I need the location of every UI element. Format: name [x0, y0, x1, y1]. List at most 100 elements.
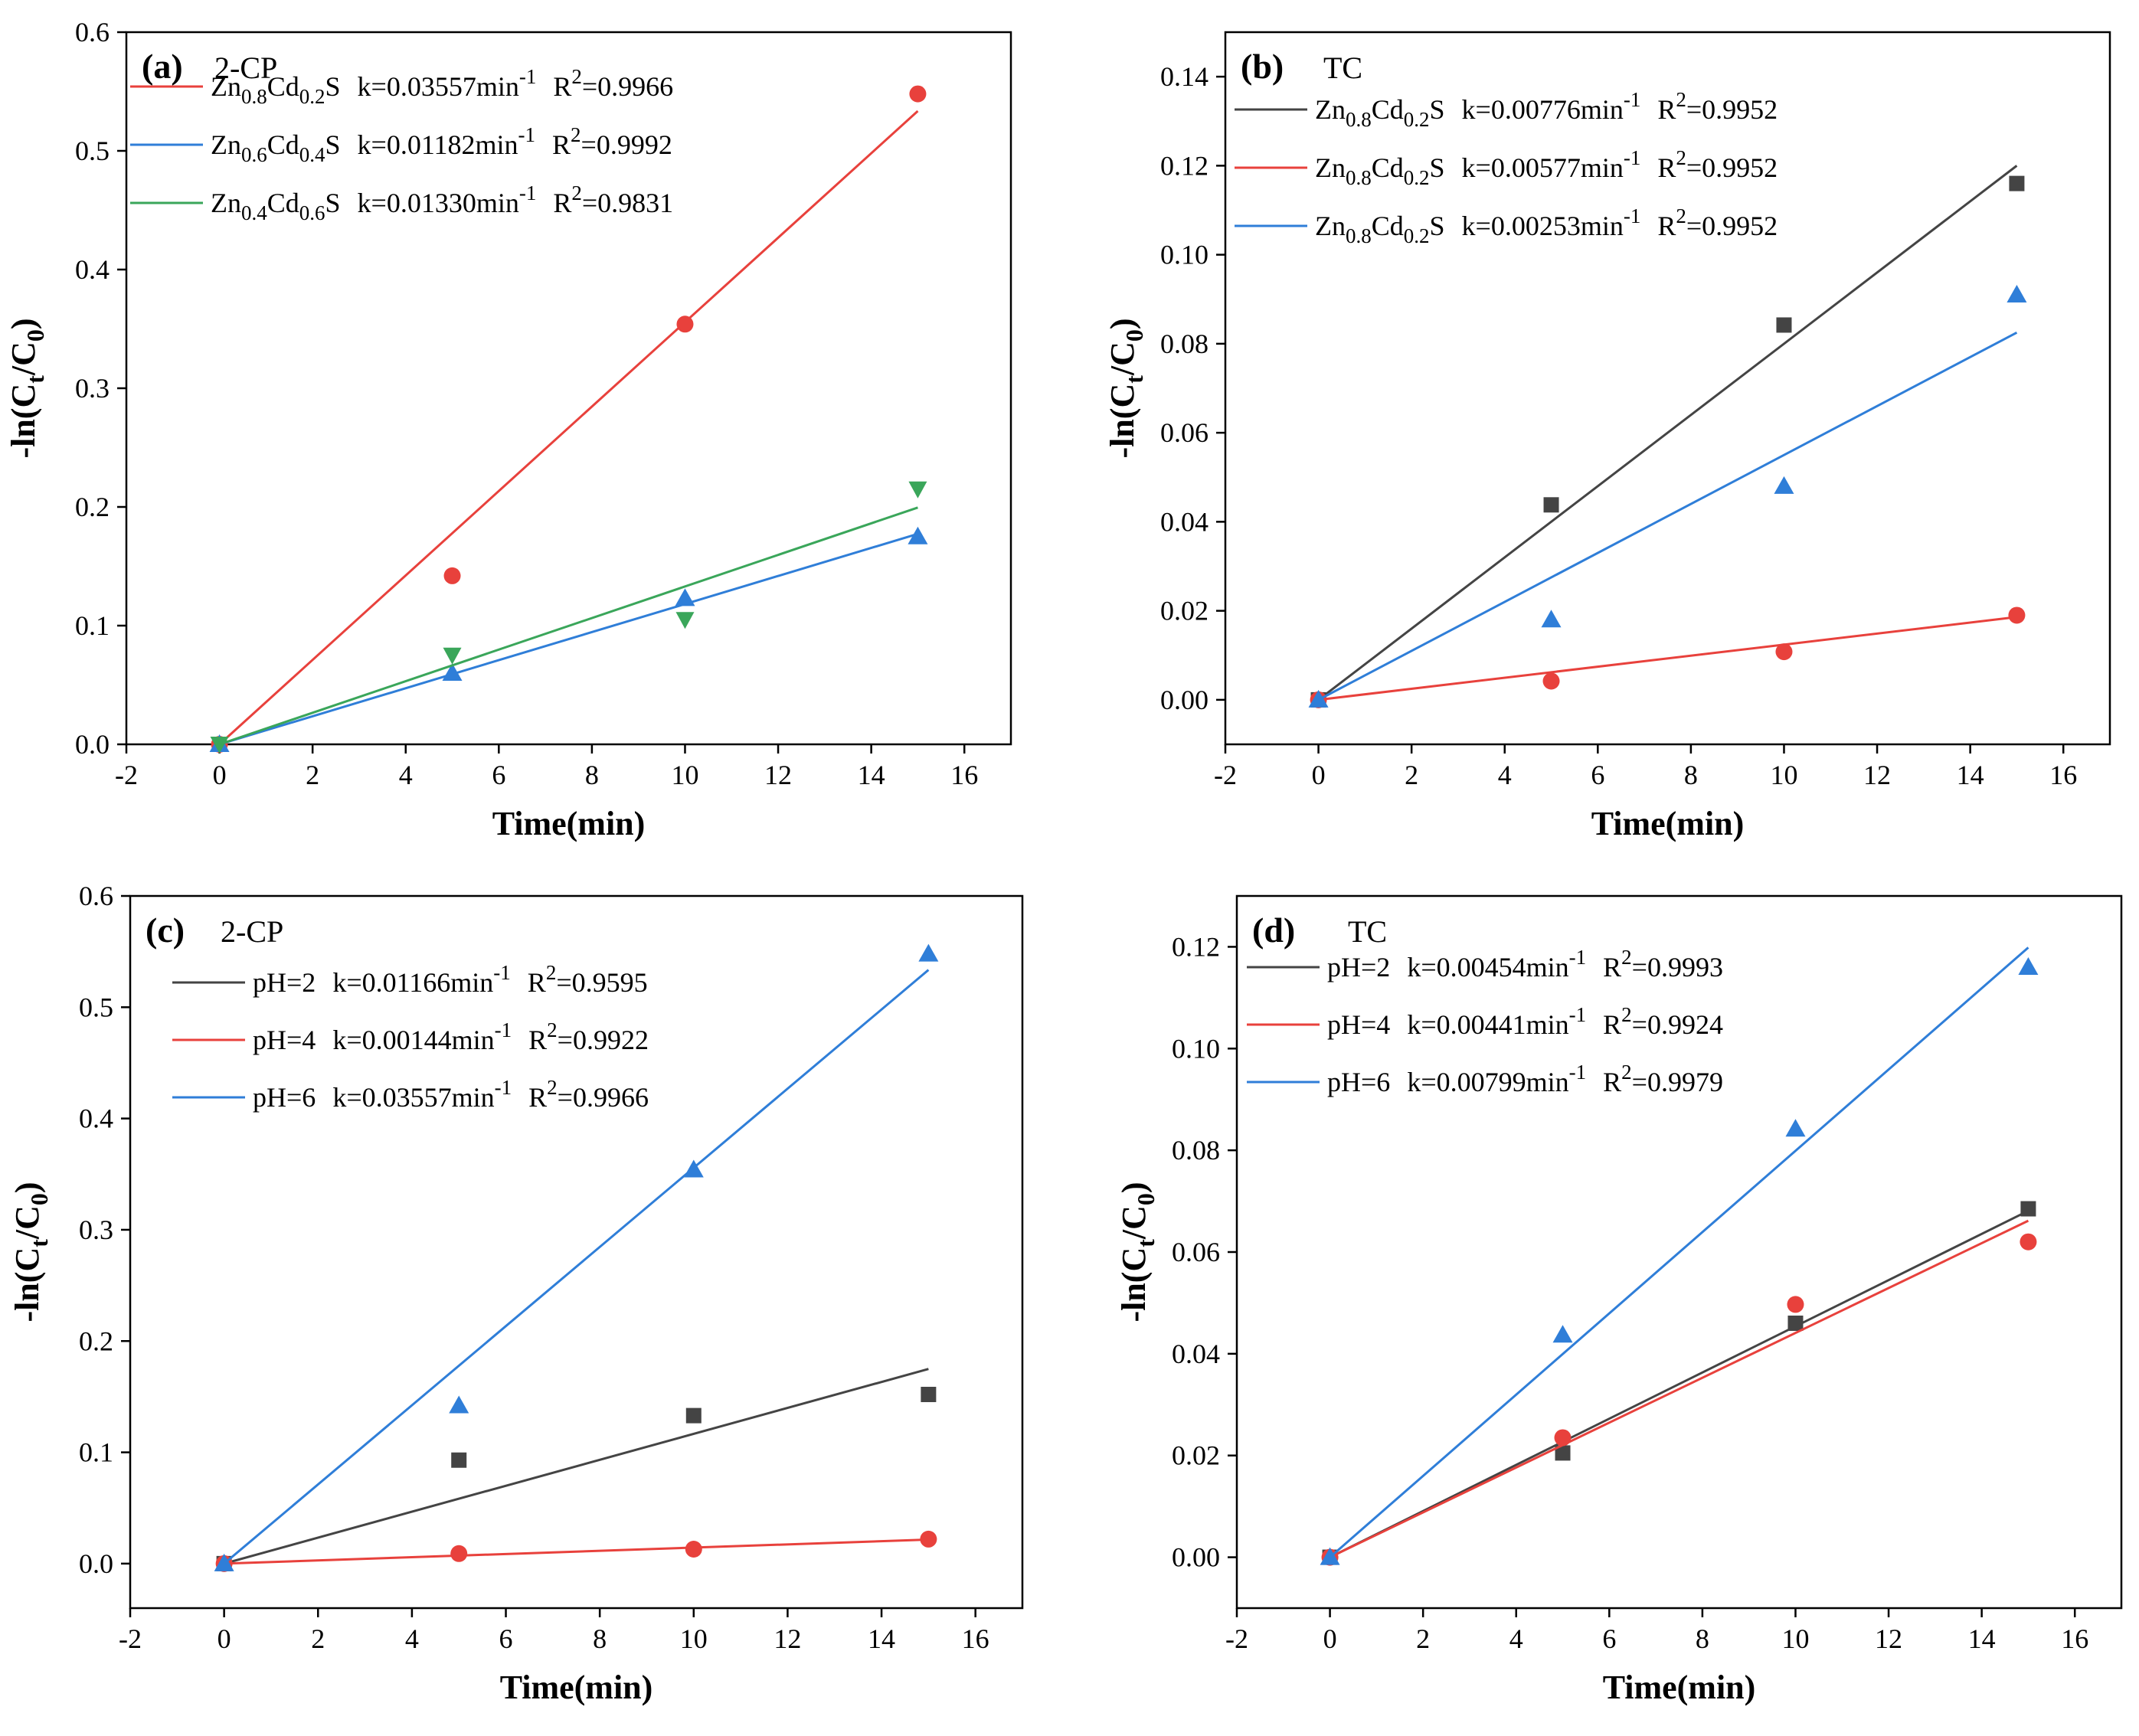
- fit-line: [1317, 332, 2018, 701]
- legend-text: Cd: [1372, 94, 1404, 125]
- legend-text: -1: [493, 961, 511, 984]
- legend-text: 2: [571, 65, 582, 88]
- legend-text: S: [325, 188, 341, 218]
- y-tick-label: 0.00: [1172, 1542, 1220, 1573]
- legend-text: S: [1430, 94, 1445, 125]
- legend-text: 2: [1621, 1003, 1632, 1026]
- data-point: [2020, 1201, 2036, 1217]
- y-tick-label: 0.5: [79, 992, 113, 1022]
- x-tick-label: 12: [764, 760, 792, 790]
- fit-line: [1318, 616, 2017, 701]
- y-tick-label: 0.4: [75, 254, 110, 285]
- legend-text: Zn: [1315, 211, 1346, 241]
- data-point: [450, 1545, 468, 1562]
- legend-text: Cd: [1372, 211, 1404, 241]
- y-axis-label-part: /C: [1104, 342, 1141, 376]
- x-tick-label: 14: [868, 1623, 895, 1654]
- legend-text: =0.9595: [556, 967, 647, 998]
- legend-text: 0.2: [299, 85, 325, 108]
- data-point: [675, 612, 695, 629]
- plot-frame: [129, 894, 1024, 1610]
- y-tick-label: 0.0: [79, 1548, 113, 1579]
- legend-text: S: [1430, 152, 1445, 183]
- x-tick-label: 14: [1968, 1623, 1996, 1654]
- x-tick-label: 4: [405, 1623, 419, 1654]
- legend-text: =0.9979: [1632, 1067, 1723, 1097]
- legend-text: 0.2: [1404, 108, 1430, 131]
- y-tick-label: 0.6: [75, 17, 110, 47]
- x-tick-label: -2: [1214, 760, 1237, 790]
- y-tick-label: 0.02: [1160, 596, 1209, 626]
- data-point: [685, 1407, 702, 1424]
- legend-text: R: [553, 188, 571, 218]
- fit-line: [224, 1538, 929, 1565]
- legend-entry: Zn0.4Cd0.6S k=0.01330min-1 R2=0.9831: [211, 181, 673, 224]
- x-tick-label: 10: [1781, 1623, 1809, 1654]
- legend-text: k=0.01182min: [358, 129, 518, 160]
- x-tick-label: 2: [1405, 760, 1418, 790]
- legend-text: 0.2: [1404, 224, 1430, 247]
- legend-text: 0.8: [1346, 166, 1372, 189]
- x-tick-label: -2: [1225, 1623, 1248, 1654]
- fit-line: [224, 1368, 929, 1565]
- x-tick-label: 12: [1863, 760, 1891, 790]
- x-axis-label: Time(min): [500, 1669, 653, 1706]
- data-point: [921, 1387, 937, 1402]
- legend-text: 2: [1621, 1061, 1632, 1084]
- data-point: [1542, 672, 1560, 690]
- legend-text: =0.9993: [1632, 952, 1723, 982]
- legend-text: =0.9952: [1686, 94, 1778, 125]
- y-axis-label-part: t: [1132, 1239, 1159, 1247]
- data-point: [1775, 643, 1793, 661]
- legend-text: =0.9922: [558, 1025, 649, 1055]
- data-point: [214, 1553, 234, 1571]
- data-point: [920, 1530, 937, 1548]
- x-tick-label: 0: [1323, 1623, 1337, 1654]
- x-tick-label: -2: [119, 1623, 142, 1654]
- data-point: [442, 663, 463, 681]
- legend-text: -1: [1569, 946, 1587, 969]
- y-tick-label: 0.04: [1172, 1339, 1220, 1369]
- y-axis-label-part: -ln(C: [1104, 384, 1141, 459]
- legend-text: pH=6: [253, 1082, 316, 1113]
- y-axis-label-part: /C: [5, 342, 42, 376]
- legend-text: pH=2: [253, 967, 316, 998]
- x-tick-label: 16: [2061, 1623, 2088, 1654]
- panel-title: TC: [1323, 51, 1362, 85]
- y-tick-label: 0.2: [79, 1326, 113, 1356]
- y-tick-label: 0.10: [1172, 1033, 1220, 1064]
- fit-line: [1329, 946, 2029, 1558]
- x-tick-label: 12: [1875, 1623, 1902, 1654]
- data-point: [443, 647, 462, 665]
- legend-text: 0.4: [241, 201, 267, 224]
- panel-label: (c): [146, 911, 185, 950]
- legend-entry: pH=4 k=0.00441min-1 R2=0.9924: [1327, 1003, 1723, 1040]
- fit-line: [219, 506, 918, 746]
- legend-text: -1: [1624, 146, 1641, 169]
- legend-entry: pH=6 k=0.00799min-1 R2=0.9979: [1327, 1061, 1723, 1097]
- y-axis-label-part: ): [8, 1182, 46, 1193]
- y-axis-label-part: -ln(C: [5, 384, 42, 459]
- legend-text: 2: [547, 1076, 558, 1099]
- x-tick-label: 8: [1696, 1623, 1709, 1654]
- x-tick-label: 16: [950, 760, 978, 790]
- legend-text: R: [1657, 211, 1676, 241]
- y-axis-label-part: 0: [1120, 329, 1148, 342]
- y-tick-label: 0.10: [1160, 240, 1209, 270]
- y-axis-label-part: ): [1104, 318, 1141, 329]
- x-tick-label: 0: [217, 1623, 231, 1654]
- y-tick-label: 0.4: [79, 1103, 113, 1134]
- y-axis-label-part: -ln(C: [8, 1247, 46, 1322]
- legend-text: k=0.00454min: [1407, 952, 1568, 982]
- legend-text: =0.9966: [558, 1082, 649, 1113]
- legend-text: 2: [1676, 88, 1686, 111]
- y-tick-label: 0.1: [75, 610, 110, 641]
- data-point: [908, 481, 927, 499]
- legend-text: R: [553, 71, 571, 102]
- y-tick-label: 0.04: [1160, 506, 1209, 537]
- legend-entry: Zn0.6Cd0.4S k=0.01182min-1 R2=0.9992: [211, 123, 672, 166]
- legend-text: 2: [1621, 946, 1632, 969]
- legend-text: Zn: [1315, 152, 1346, 183]
- legend-text: 0.6: [299, 201, 325, 224]
